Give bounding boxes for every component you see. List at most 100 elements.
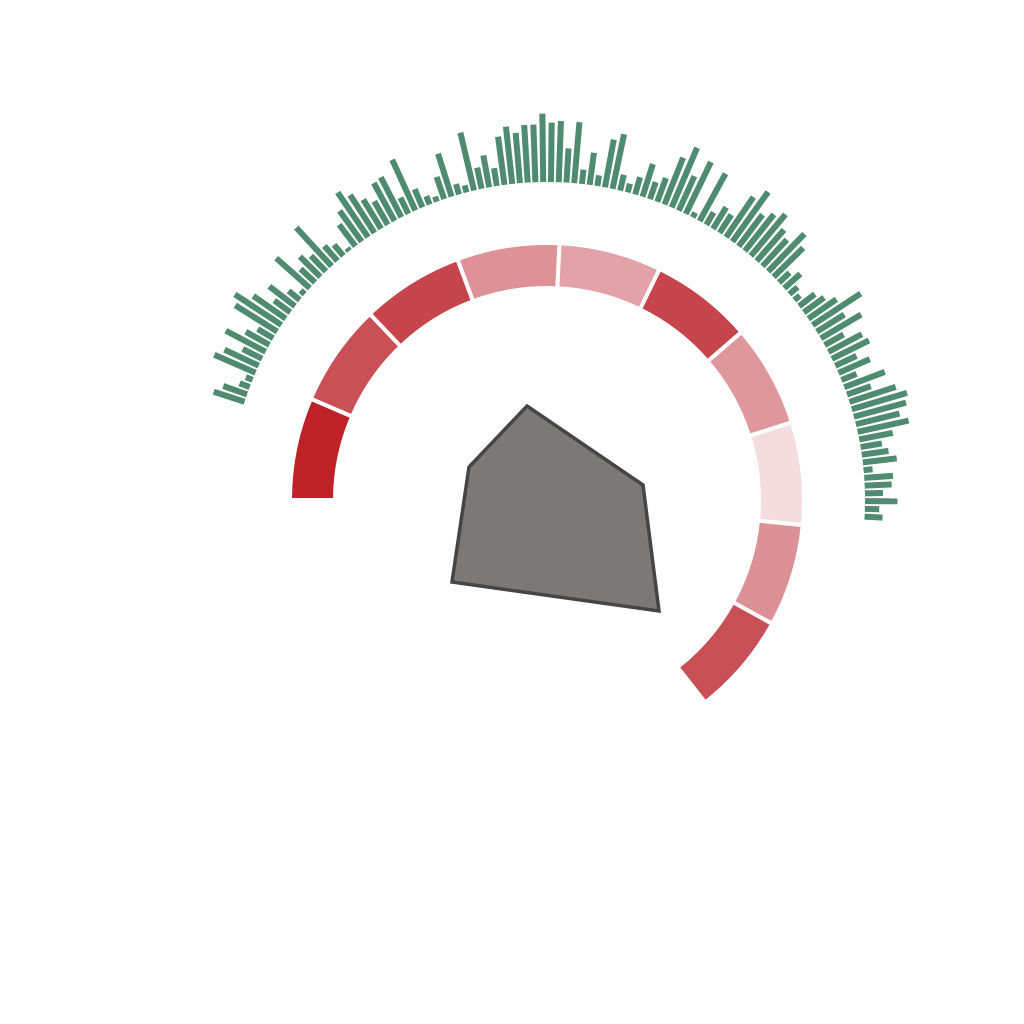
- tick-bar: [748, 212, 788, 258]
- tick-bar: [371, 181, 398, 223]
- tick-bar: [224, 328, 268, 355]
- tick-bar: [256, 326, 275, 341]
- tick-bar: [423, 194, 433, 206]
- tick-bar: [331, 242, 346, 258]
- tick-bar: [729, 190, 771, 244]
- tick-bar: [736, 212, 765, 249]
- ring-segment: [674, 599, 775, 706]
- tick-bar: [555, 120, 564, 183]
- tick-bar: [861, 447, 889, 458]
- tick-bar: [792, 293, 802, 303]
- tick-bar: [837, 356, 872, 376]
- tick-bar: [632, 176, 644, 196]
- tick-bar: [336, 222, 358, 248]
- tick-bar: [860, 440, 883, 451]
- tick-bar: [819, 311, 863, 341]
- tick-bar: [461, 184, 470, 194]
- tick-bar: [322, 244, 340, 263]
- tick-bar: [371, 199, 391, 227]
- tick-bar: [848, 384, 897, 405]
- tick-bar: [787, 284, 800, 297]
- tick-bar: [690, 211, 698, 219]
- tick-bar: [602, 138, 617, 188]
- tick-bar: [797, 291, 817, 309]
- tick-bar: [213, 351, 257, 376]
- tick-bar: [717, 213, 734, 235]
- tick-bar: [233, 302, 279, 335]
- tick-bar: [864, 513, 883, 521]
- tick-bar: [683, 160, 714, 216]
- tick-bar: [703, 210, 717, 227]
- tick-bar: [765, 231, 807, 274]
- tick-bar: [830, 337, 871, 362]
- tick-bar: [815, 311, 846, 335]
- tick-bar: [840, 371, 858, 383]
- tick-bar: [855, 410, 901, 428]
- tick-bar: [238, 380, 251, 390]
- tick-bar: [801, 295, 826, 315]
- tick-bar: [723, 195, 756, 239]
- tick-bar: [571, 121, 583, 184]
- tick-bar: [435, 152, 455, 198]
- tick-bar: [617, 174, 627, 192]
- tick-bar: [212, 388, 246, 405]
- tick-bar: [845, 383, 872, 398]
- segmented-ring: [287, 241, 806, 706]
- tick-bar: [347, 193, 378, 235]
- tick-bar: [609, 133, 628, 190]
- tick-bar: [624, 182, 633, 194]
- tick-bar: [661, 156, 686, 206]
- tick-bar: [495, 136, 508, 186]
- tick-bar: [378, 175, 405, 219]
- tick-bar: [297, 254, 323, 279]
- tick-bar: [244, 374, 254, 383]
- tick-bar: [810, 290, 863, 328]
- tick-bar: [274, 255, 312, 291]
- tick-bar: [251, 293, 288, 322]
- tick-bar: [823, 331, 846, 348]
- tick-bar: [298, 266, 318, 285]
- tick-bar: [502, 126, 516, 185]
- tick-bar: [267, 283, 297, 309]
- tick-bar: [539, 113, 547, 183]
- ring-segment: [454, 241, 562, 304]
- tick-bar: [474, 167, 485, 190]
- tick-bar: [223, 346, 261, 369]
- tick-bar: [335, 190, 371, 239]
- tick-bar: [389, 158, 419, 212]
- tick-bar: [754, 227, 787, 263]
- tick-bar: [521, 124, 531, 183]
- tick-bar: [578, 169, 587, 185]
- tick-bar: [233, 291, 284, 328]
- tick-bar: [563, 148, 572, 183]
- tick-bar: [344, 246, 352, 253]
- tick-bar: [863, 466, 873, 474]
- tick-bar: [676, 174, 698, 212]
- tick-bar: [864, 481, 892, 489]
- tick-bar: [654, 177, 669, 203]
- tick-bar: [298, 288, 307, 297]
- tick-bar: [586, 152, 597, 186]
- tick-bar: [826, 331, 864, 355]
- tick-bar: [272, 298, 293, 315]
- tick-bar: [530, 124, 539, 183]
- tick-bar: [864, 472, 894, 481]
- tick-bar: [862, 455, 898, 466]
- tick-bar: [397, 196, 412, 216]
- tick-bar: [411, 188, 426, 209]
- tick-bar: [760, 237, 790, 269]
- center-polygon: [450, 403, 662, 614]
- tick-bar: [294, 225, 334, 269]
- ring-segment: [746, 419, 806, 528]
- outer-tick-ring: [212, 113, 910, 521]
- tick-bar: [742, 212, 777, 253]
- tick-bar: [286, 288, 302, 303]
- tick-bar: [856, 417, 910, 435]
- tick-bar: [696, 172, 729, 223]
- tick-bar: [457, 131, 477, 192]
- tick-bar: [858, 429, 894, 443]
- tick-bar: [771, 245, 806, 280]
- tick-bar: [594, 174, 602, 187]
- tick-bar: [668, 146, 700, 209]
